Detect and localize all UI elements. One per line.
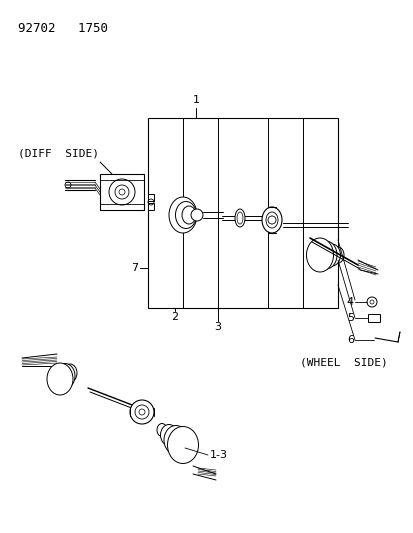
Circle shape (369, 300, 373, 304)
Text: 6: 6 (346, 335, 353, 345)
Ellipse shape (157, 424, 166, 437)
Text: 3: 3 (214, 322, 221, 332)
Ellipse shape (306, 238, 333, 272)
Ellipse shape (235, 209, 244, 227)
Text: (DIFF  SIDE): (DIFF SIDE) (18, 148, 99, 158)
Ellipse shape (169, 197, 197, 233)
Text: (WHEEL  SIDE): (WHEEL SIDE) (299, 358, 387, 368)
Ellipse shape (55, 364, 75, 389)
Text: 1-3: 1-3 (209, 450, 228, 460)
Ellipse shape (323, 244, 339, 266)
Circle shape (139, 409, 145, 415)
Ellipse shape (331, 247, 343, 263)
Text: 7: 7 (131, 263, 138, 273)
Text: 4: 4 (346, 297, 353, 307)
Ellipse shape (160, 424, 177, 446)
Ellipse shape (182, 206, 195, 224)
Circle shape (115, 185, 129, 199)
Text: 1: 1 (192, 95, 199, 105)
Ellipse shape (261, 207, 281, 233)
Ellipse shape (164, 425, 188, 455)
Text: 2: 2 (171, 312, 178, 322)
Bar (100, 174, 144, 210)
Bar (367, 314, 379, 322)
Circle shape (119, 189, 125, 195)
Circle shape (135, 405, 149, 419)
Bar (147, 118, 337, 308)
Ellipse shape (47, 363, 73, 395)
Ellipse shape (167, 426, 198, 464)
Bar (147, 203, 154, 210)
Circle shape (267, 216, 275, 224)
Ellipse shape (314, 241, 336, 269)
Text: 92702   1750: 92702 1750 (18, 22, 108, 35)
Circle shape (130, 400, 154, 424)
Ellipse shape (63, 364, 77, 382)
Circle shape (109, 179, 135, 205)
Ellipse shape (266, 212, 277, 228)
Bar (147, 194, 154, 201)
Text: 5: 5 (346, 313, 353, 323)
Circle shape (366, 297, 376, 307)
Circle shape (190, 209, 202, 221)
Ellipse shape (175, 201, 196, 229)
Ellipse shape (236, 212, 242, 224)
